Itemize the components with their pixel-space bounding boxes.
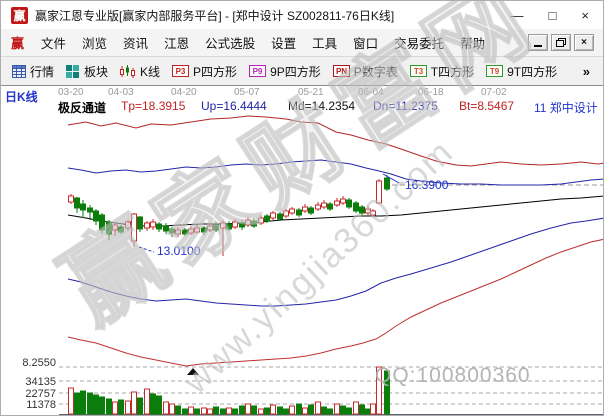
minimize-button[interactable]: — xyxy=(510,7,524,23)
svg-text:P9: P9 xyxy=(253,67,263,76)
toolbar-button-5[interactable]: P9 9P四方形 xyxy=(244,61,326,82)
menubar: 赢 文件 浏览 资讯 江恩 公式选股 设置 工具 窗口 交易委托 帮助 × xyxy=(1,29,603,57)
svg-text:T3: T3 xyxy=(414,67,424,76)
price-scale-label: 8.2550 xyxy=(22,357,56,369)
menu-item-5[interactable]: 公式选股 xyxy=(205,37,256,51)
mdi-restore-button[interactable] xyxy=(551,34,571,51)
low-price-label: 13.0100 xyxy=(157,244,201,258)
tp-value: Tp=18.3915 xyxy=(121,99,186,113)
t9-badge-icon: T9 xyxy=(486,65,504,77)
date-axis-label: 07-02 xyxy=(481,87,507,98)
menu-item-1[interactable]: 文件 xyxy=(41,37,67,51)
dn-channel-line xyxy=(67,217,603,307)
toolbar-button-4[interactable]: P3 P四方形 xyxy=(167,61,242,82)
menu-item-2[interactable]: 浏览 xyxy=(82,37,108,51)
date-axis-label: 05-21 xyxy=(298,87,324,98)
volume-scale-label: 34135 xyxy=(25,376,56,388)
channel-name: 极反通道 xyxy=(58,101,107,115)
toolbar: 行情 板块 K线 P3 P四方形 P9 9P四方形 PN P数字表 T3 T四方形 T9 9T四方形 » xyxy=(1,57,603,86)
p3-badge-icon: P3 xyxy=(172,65,190,77)
svg-text:T9: T9 xyxy=(490,67,500,76)
menu-item-7[interactable]: 工具 xyxy=(312,37,338,51)
bt-value: Bt=8.5467 xyxy=(459,99,515,113)
titlebar: 赢 赢家江恩专业版[赢家内部服务平台] - [郑中设计 SZ002811-76日… xyxy=(1,1,603,29)
toolbar-button-8[interactable]: T9 9T四方形 xyxy=(481,61,562,82)
brand-icon: 赢 xyxy=(11,36,25,51)
date-axis-label: 06-18 xyxy=(418,87,444,98)
close-button[interactable]: × xyxy=(581,7,589,23)
period-label: 日K线 xyxy=(5,90,38,104)
dn-value: Dn=11.2375 xyxy=(373,99,438,113)
toolbar-button-2[interactable]: 板块 xyxy=(61,61,113,82)
restore-icon xyxy=(556,38,566,47)
toolbar-button-label: K线 xyxy=(140,64,161,79)
menu-item-10[interactable]: 帮助 xyxy=(460,37,486,51)
menu-item-6[interactable]: 设置 xyxy=(271,37,297,51)
toolbar-button-label: 9T四方形 xyxy=(507,64,558,79)
date-axis-label: 05-07 xyxy=(234,87,260,98)
date-axis-label: 04-03 xyxy=(108,87,134,98)
toolbar-button-label: P四方形 xyxy=(193,64,238,79)
stock-label: 11 郑中设计 xyxy=(534,101,598,115)
toolbar-button-label: 行情 xyxy=(30,64,55,79)
maximize-button[interactable]: □ xyxy=(548,7,557,23)
pane-divider-handle[interactable] xyxy=(187,368,199,375)
menu-item-3[interactable]: 资讯 xyxy=(123,37,149,51)
date-axis-label: 03-20 xyxy=(58,87,84,98)
minimize-icon xyxy=(534,38,542,47)
toolbar-button-3[interactable]: K线 xyxy=(115,61,165,82)
toolbar-button-6[interactable]: PN P数字表 xyxy=(328,61,403,82)
p9-badge-icon: P9 xyxy=(249,65,267,77)
volume-scale-label: 22757 xyxy=(25,388,56,400)
mdi-minimize-button[interactable] xyxy=(528,34,548,51)
toolbar-button-label: 9P四方形 xyxy=(270,64,321,79)
svg-text:PN: PN xyxy=(336,67,347,76)
quotes-grid-icon xyxy=(12,64,26,78)
window-title: 赢家江恩专业版[赢家内部服务平台] - [郑中设计 SZ002811-76日K线… xyxy=(35,8,395,23)
mdi-close-button[interactable]: × xyxy=(574,34,594,51)
svg-text:P3: P3 xyxy=(176,67,186,76)
date-axis-label: 04-20 xyxy=(171,87,197,98)
toolbar-button-label: 板块 xyxy=(84,64,109,79)
toolbar-button-1[interactable]: 行情 xyxy=(7,61,59,82)
up-value: Up=16.4444 xyxy=(201,99,267,113)
toolbar-overflow-button[interactable]: » xyxy=(582,63,590,79)
toolbar-button-label: P数字表 xyxy=(353,64,398,79)
up-channel-line xyxy=(67,159,603,186)
tp-channel-line xyxy=(67,115,603,167)
md-value: Md=14.2354 xyxy=(288,99,356,113)
volume-scale-label: 11378 xyxy=(26,399,56,411)
pn-badge-icon: PN xyxy=(332,65,350,77)
app-logo-icon: 赢 xyxy=(11,6,28,24)
latest-price-label: 16.3900 xyxy=(405,178,449,192)
menu-item-9[interactable]: 交易委托 xyxy=(394,37,445,51)
menu-item-8[interactable]: 窗口 xyxy=(353,37,379,51)
chart-area: 日K线 03-20 04-03 04-20 05-07 05-21 06-04 06-18 0… xyxy=(1,86,604,415)
t3-badge-icon: T3 xyxy=(409,65,427,77)
toolbar-button-7[interactable]: T3 T四方形 xyxy=(405,61,479,82)
menu-item-4[interactable]: 江恩 xyxy=(164,37,190,51)
toolbar-button-label: T四方形 xyxy=(430,64,475,79)
bt-channel-line xyxy=(67,238,603,367)
date-axis-label: 06-04 xyxy=(358,87,384,98)
sectors-blocks-icon xyxy=(66,64,80,78)
kline-candles-icon xyxy=(120,64,136,78)
